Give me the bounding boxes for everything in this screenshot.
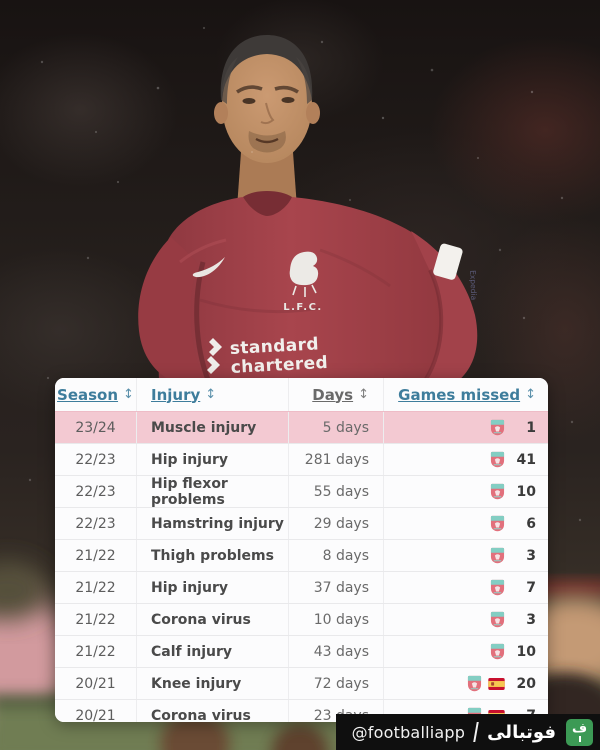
sort-icon: ↕ bbox=[205, 387, 217, 402]
games-missed-cell: 10 bbox=[383, 636, 548, 667]
table-row: 22/23 Hamstring injury 29 days 6 bbox=[55, 507, 548, 539]
table-row: 21/22 Corona virus 10 days 3 bbox=[55, 603, 548, 635]
days-cell: 8 days bbox=[288, 540, 383, 571]
table-row: 20/21 Knee injury 72 days 20 bbox=[55, 667, 548, 699]
games-missed-cell: 10 bbox=[383, 476, 548, 507]
player-figure: Expedia L.F.C. standard chartered bbox=[138, 35, 478, 381]
spain-flag-icon bbox=[488, 678, 505, 690]
injury-cell: Hip injury bbox=[136, 572, 288, 603]
injury-table: Season ↕ Injury ↕ Days ↕ Games missed ↕ … bbox=[55, 378, 548, 722]
injury-cell: Muscle injury bbox=[136, 412, 288, 443]
injury-cell: Corona virus bbox=[136, 700, 288, 722]
liverpool-badge-icon bbox=[490, 419, 505, 436]
days-cell: 10 days bbox=[288, 604, 383, 635]
sort-icon: ↕ bbox=[358, 387, 369, 402]
season-cell: 20/21 bbox=[75, 675, 116, 692]
table-row: 21/22 Thigh problems 8 days 3 bbox=[55, 539, 548, 571]
games-missed-cell: 20 bbox=[383, 668, 548, 699]
season-cell: 20/21 bbox=[75, 707, 116, 723]
sponsor-line1: standard bbox=[229, 334, 319, 359]
games-missed-cell: 1 bbox=[383, 412, 548, 443]
liverpool-badge-icon bbox=[490, 643, 505, 660]
days-cell: 55 days bbox=[288, 476, 383, 507]
liverpool-badge-icon bbox=[490, 547, 505, 564]
days-cell: 29 days bbox=[288, 508, 383, 539]
injury-cell: Corona virus bbox=[136, 604, 288, 635]
liverpool-badge-icon bbox=[490, 579, 505, 596]
sponsor-logo-icon bbox=[207, 338, 222, 374]
liverpool-badge-icon bbox=[490, 611, 505, 628]
column-header-days[interactable]: Days ↕ bbox=[288, 378, 383, 411]
watermark-brand: فوتبالی bbox=[487, 721, 556, 743]
injury-cell: Hamstring injury bbox=[136, 508, 288, 539]
sort-icon: ↕ bbox=[525, 387, 536, 402]
lfc-crest-icon bbox=[289, 251, 319, 297]
watermark-divider bbox=[473, 722, 479, 742]
column-header-injury[interactable]: Injury ↕ bbox=[136, 378, 288, 411]
games-missed-cell: 7 bbox=[383, 572, 548, 603]
days-cell: 281 days bbox=[288, 444, 383, 475]
liverpool-badge-icon bbox=[490, 515, 505, 532]
footballi-logo-icon: ف bbox=[566, 718, 593, 746]
table-header-row: Season ↕ Injury ↕ Days ↕ Games missed ↕ bbox=[55, 378, 548, 411]
season-cell: 23/24 bbox=[75, 419, 116, 436]
player-hair bbox=[220, 35, 313, 100]
season-cell: 22/23 bbox=[75, 515, 116, 532]
liverpool-badge-icon bbox=[490, 483, 505, 500]
days-cell: 5 days bbox=[288, 412, 383, 443]
table-row: 21/22 Hip injury 37 days 7 bbox=[55, 571, 548, 603]
nike-swoosh-icon bbox=[192, 257, 225, 278]
season-cell: 21/22 bbox=[75, 643, 116, 660]
season-cell: 22/23 bbox=[75, 451, 116, 468]
injury-cell: Hip flexor problems bbox=[136, 476, 288, 508]
sleeve-patch-label: Expedia bbox=[468, 270, 478, 300]
table-row: 22/23 Hip flexor problems 55 days 10 bbox=[55, 475, 548, 508]
injury-cell: Thigh problems bbox=[136, 540, 288, 571]
table-row: 22/23 Hip injury 281 days 41 bbox=[55, 443, 548, 475]
games-missed-cell: 3 bbox=[383, 540, 548, 571]
liverpool-badge-icon bbox=[490, 451, 505, 468]
season-cell: 21/22 bbox=[75, 547, 116, 564]
column-header-games-missed[interactable]: Games missed ↕ bbox=[383, 378, 548, 411]
season-cell: 21/22 bbox=[75, 579, 116, 596]
days-cell: 72 days bbox=[288, 668, 383, 699]
games-missed-cell: 6 bbox=[383, 508, 548, 539]
liverpool-badge-icon bbox=[467, 675, 482, 692]
watermark-bar: @footballiapp فوتبالی ف bbox=[335, 714, 600, 750]
rain-specks bbox=[28, 26, 582, 522]
sort-icon: ↕ bbox=[123, 387, 134, 402]
season-cell: 22/23 bbox=[75, 483, 116, 500]
table-row: 23/24 Muscle injury 5 days 1 bbox=[55, 411, 548, 443]
injury-cell: Calf injury bbox=[136, 636, 288, 667]
sleeve-patch: Expedia bbox=[433, 243, 478, 300]
lfc-crest-label: L.F.C. bbox=[283, 302, 322, 313]
column-header-season[interactable]: Season ↕ bbox=[57, 385, 134, 404]
injury-cell: Hip injury bbox=[136, 444, 288, 475]
watermark-handle: @footballiapp bbox=[351, 722, 466, 742]
games-missed-cell: 3 bbox=[383, 604, 548, 635]
season-cell: 21/22 bbox=[75, 611, 116, 628]
days-cell: 37 days bbox=[288, 572, 383, 603]
days-cell: 43 days bbox=[288, 636, 383, 667]
table-row: 21/22 Calf injury 43 days 10 bbox=[55, 635, 548, 667]
injury-cell: Knee injury bbox=[136, 668, 288, 699]
games-missed-cell: 41 bbox=[383, 444, 548, 475]
